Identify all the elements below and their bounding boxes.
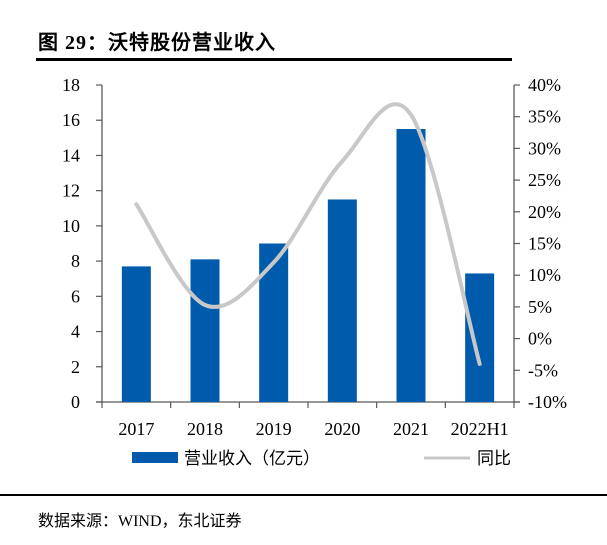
left-tick-label: 4 (71, 322, 80, 342)
bar-2022H1 (465, 273, 495, 402)
left-tick-label: 18 (62, 75, 80, 95)
x-tick-label: 2018 (187, 419, 223, 439)
bar-2017 (121, 266, 151, 402)
line-series (134, 102, 482, 366)
left-tick-label: 16 (62, 110, 80, 130)
axes (96, 84, 520, 408)
legend-label-revenue: 营业收入（亿元） (184, 449, 320, 469)
right-tick-label: 30% (528, 138, 561, 158)
right-tick-label: 5% (528, 297, 552, 317)
bar-series (121, 129, 495, 402)
right-tick-label: 40% (528, 75, 561, 95)
x-tick-label: 2020 (324, 419, 360, 439)
x-tick-label: 2021 (393, 419, 429, 439)
bar-2018 (190, 259, 220, 402)
legend: 营业收入（亿元） 同比 (132, 449, 511, 469)
bar-2020 (327, 199, 357, 402)
tick-labels: 0 2 4 6 8 10 12 14 16 18 -10% -5% 0% 5% 10% 15% 20% 25% 30… (62, 75, 567, 439)
right-tick-label: -10% (528, 392, 567, 412)
x-tick-label: 2017 (118, 419, 154, 439)
right-tick-label: 15% (528, 234, 561, 254)
right-tick-label: 35% (528, 107, 561, 127)
legend-label-yoy: 同比 (477, 449, 511, 469)
left-tick-label: 6 (71, 286, 80, 306)
figure-title: 图 29：沃特股份营业收入 (38, 32, 276, 54)
left-tick-label: 0 (71, 392, 80, 412)
left-tick-label: 14 (62, 145, 80, 165)
left-tick-label: 8 (71, 251, 80, 271)
right-tick-label: 20% (528, 202, 561, 222)
right-tick-label: 25% (528, 170, 561, 190)
right-tick-label: -5% (528, 360, 558, 380)
left-tick-label: 12 (62, 181, 80, 201)
legend-swatch-revenue (132, 452, 178, 463)
x-tick-label: 2022H1 (451, 419, 509, 439)
left-tick-label: 10 (62, 216, 80, 236)
data-source: 数据来源：WIND，东北证券 (38, 513, 242, 530)
right-tick-label: 10% (528, 265, 561, 285)
title-divider (36, 58, 512, 61)
left-tick-label: 2 (71, 357, 80, 377)
right-tick-label: 0% (528, 329, 552, 349)
source-divider (0, 494, 607, 496)
x-tick-label: 2019 (256, 419, 292, 439)
bar-2019 (259, 243, 289, 402)
bar-2021 (396, 129, 426, 402)
yoy-growth-line (134, 102, 482, 366)
